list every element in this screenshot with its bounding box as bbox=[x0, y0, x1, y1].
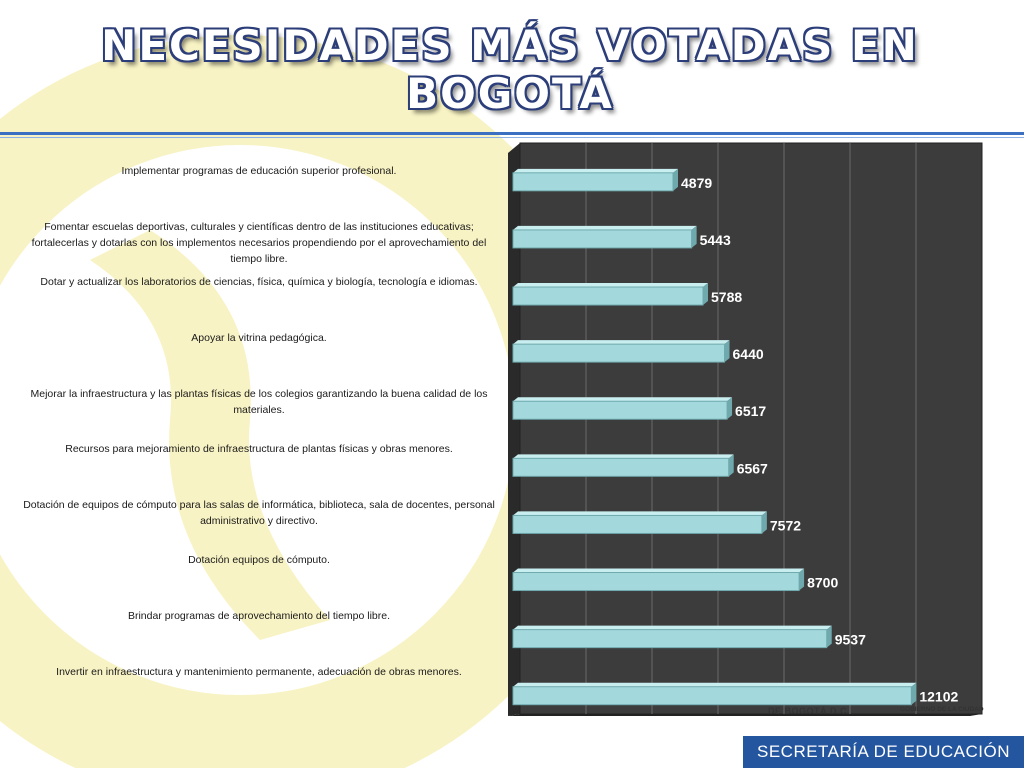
bar bbox=[512, 400, 728, 420]
bar-end-face bbox=[724, 340, 730, 363]
bar bbox=[512, 686, 912, 706]
bar-top-face bbox=[513, 397, 733, 402]
bar-top-face bbox=[513, 168, 679, 173]
page-title: NECESIDADES MÁS VOTADAS EN BOGOTÁ bbox=[101, 21, 919, 118]
bar-top-face bbox=[513, 625, 832, 630]
bar-value-label: 4879 bbox=[681, 175, 712, 191]
category-label: Dotación de equipos de cómputo para las … bbox=[23, 499, 495, 527]
category-label: Dotación equipos de cómputo. bbox=[188, 554, 330, 566]
bar-value-label: 5443 bbox=[700, 232, 731, 248]
category-label: Brindar programas de aprovechamiento del… bbox=[127, 610, 391, 622]
logo-inner-shape bbox=[90, 230, 330, 640]
bar-top-face bbox=[513, 225, 697, 230]
bar-value-label: 6440 bbox=[733, 346, 764, 362]
plot-area bbox=[519, 142, 983, 715]
category-label: Invertir en infraestructura y mantenimie… bbox=[56, 666, 462, 678]
bar-end-face bbox=[703, 283, 709, 306]
bar bbox=[512, 572, 800, 592]
bar-top-face bbox=[513, 454, 734, 459]
secretaria-banner: SECRETARÍA DE EDUCACIÓN bbox=[743, 736, 1024, 768]
bar-end-face bbox=[911, 682, 917, 705]
bar bbox=[512, 629, 828, 649]
bar-end-face bbox=[727, 397, 733, 420]
category-label: Apoyar la vitrina pedagógica. bbox=[191, 332, 327, 344]
bar-end-face bbox=[673, 168, 679, 191]
footer-logo-strip: DE BOGOTÁ D.C. GOBIERNO DE LA CIUDAD bbox=[762, 706, 992, 720]
category-label: Dotar y actualizar los laboratorios de c… bbox=[40, 276, 478, 288]
category-label: Recursos para mejoramiento de infraestru… bbox=[65, 443, 453, 455]
bar-top-face bbox=[513, 568, 805, 573]
bar-top-face bbox=[513, 283, 709, 288]
category-label: Implementar programas de educación super… bbox=[121, 165, 397, 177]
category-label: Mejorar la infraestructura y las plantas… bbox=[30, 388, 488, 416]
bar bbox=[512, 229, 693, 249]
bar bbox=[512, 286, 704, 306]
bar-end-face bbox=[728, 454, 734, 477]
bar-value-label: 7572 bbox=[770, 517, 801, 533]
bar-end-face bbox=[761, 511, 767, 534]
bar bbox=[512, 514, 763, 534]
bar-value-label: 6567 bbox=[737, 460, 768, 476]
bar-top-face bbox=[513, 682, 917, 687]
bar-end-face bbox=[799, 568, 805, 591]
bar-top-face bbox=[513, 511, 767, 516]
footer-left-text: DE BOGOTÁ D.C. bbox=[768, 706, 851, 716]
bar-value-label: 12102 bbox=[919, 689, 958, 705]
title-divider bbox=[0, 132, 1024, 135]
bar-top-face bbox=[513, 340, 730, 345]
title-divider-thin bbox=[0, 137, 1024, 138]
bar bbox=[512, 457, 730, 477]
bar bbox=[512, 172, 674, 192]
bar bbox=[512, 343, 726, 363]
footer-right-text: GOBIERNO DE LA CIUDAD bbox=[900, 706, 984, 713]
bar-value-label: 6517 bbox=[735, 403, 766, 419]
category-label: Fomentar escuelas deportivas, culturales… bbox=[31, 221, 487, 265]
bar-end-face bbox=[826, 625, 832, 648]
bar-value-label: 9537 bbox=[835, 632, 866, 648]
bar-value-label: 5788 bbox=[711, 289, 742, 305]
bar-value-label: 8700 bbox=[807, 575, 838, 591]
bar-end-face bbox=[691, 225, 697, 248]
